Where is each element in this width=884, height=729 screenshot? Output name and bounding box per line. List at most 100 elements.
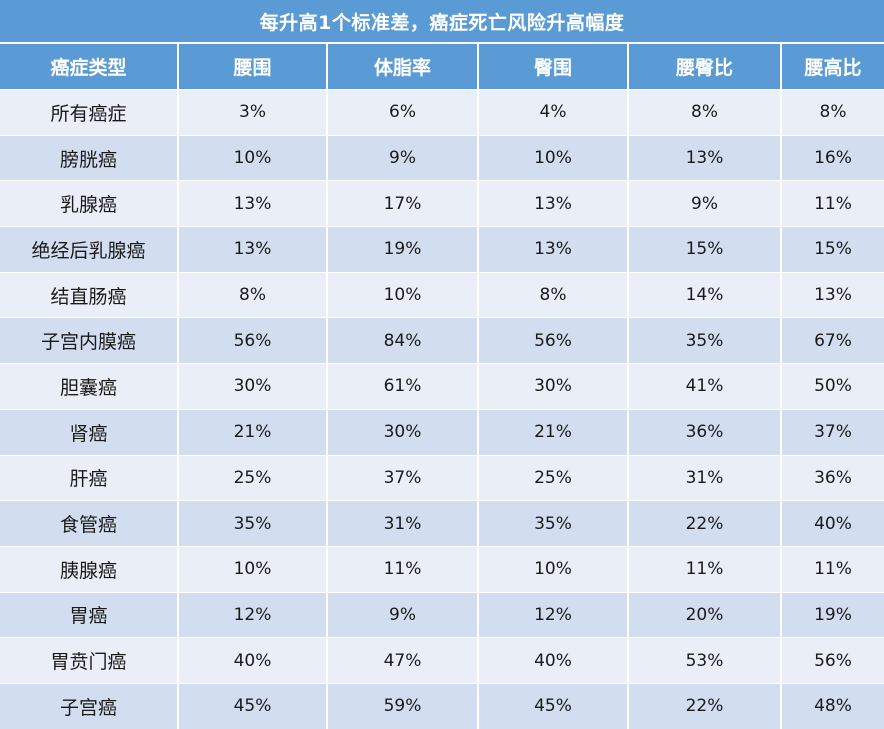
body-fat-cell: 31% [327,500,479,547]
waist-height-ratio-cell: 56% [781,637,884,684]
hip-cell: 21% [478,408,629,455]
waist-hip-ratio-cell: 20% [628,591,782,638]
waist-hip-ratio-cell: 14% [628,271,782,318]
body-fat-cell: 6% [327,89,479,136]
waist-cell: 8% [178,271,328,318]
waist-cell: 10% [178,545,328,593]
waist-height-ratio-cell: 19% [781,591,884,638]
cancer-type-cell: 子宫癌 [0,682,179,729]
waist-height-ratio-cell: 13% [781,271,884,318]
header-waist-height-ratio: 腰高比 [781,44,884,90]
header-row: 癌症类型 腰围 体脂率 臀围 腰臀比 腰高比 [0,44,884,90]
cancer-type-cell: 肝癌 [0,454,179,501]
waist-cell: 35% [178,500,328,547]
table-row: 子宫癌 45% 59% 45% 22% 48% [0,682,884,729]
hip-cell: 8% [478,271,629,318]
waist-cell: 13% [178,226,328,273]
body-fat-cell: 37% [327,454,479,501]
waist-height-ratio-cell: 8% [781,89,884,136]
table-row: 胃癌 12% 9% 12% 20% 19% [0,591,884,638]
waist-height-ratio-cell: 48% [781,682,884,729]
waist-cell: 10% [178,134,328,181]
waist-cell: 3% [178,89,328,136]
body-fat-cell: 59% [327,682,479,729]
cancer-type-cell: 胆囊癌 [0,363,179,410]
hip-cell: 10% [478,134,629,181]
waist-hip-ratio-cell: 15% [628,226,782,273]
body-fat-cell: 84% [327,317,479,364]
cancer-risk-table: 癌症类型 腰围 体脂率 臀围 腰臀比 腰高比 所有癌症 3% 6% 4% 8% 8% 膀胱癌… [0,44,884,729]
waist-hip-ratio-cell: 11% [628,545,782,593]
hip-cell: 10% [478,545,629,593]
waist-height-ratio-cell: 16% [781,134,884,181]
header-waist-hip-ratio: 腰臀比 [628,44,782,90]
cancer-type-cell: 乳腺癌 [0,180,179,227]
waist-cell: 12% [178,591,328,638]
cancer-type-cell: 胰腺癌 [0,545,179,593]
waist-height-ratio-cell: 37% [781,408,884,455]
body-fat-cell: 9% [327,134,479,181]
hip-cell: 4% [478,89,629,136]
table-row: 所有癌症 3% 6% 4% 8% 8% [0,89,884,136]
waist-hip-ratio-cell: 22% [628,500,782,547]
table-row: 胰腺癌 10% 11% 10% 11% 11% [0,545,884,593]
body-fat-cell: 10% [327,271,479,318]
table-row: 肾癌 21% 30% 21% 36% 37% [0,408,884,455]
waist-cell: 25% [178,454,328,501]
cancer-type-cell: 胃贲门癌 [0,637,179,684]
hip-cell: 45% [478,682,629,729]
table-body: 所有癌症 3% 6% 4% 8% 8% 膀胱癌 10% 9% 10% 13% 16% 乳腺癌 13% 17%… [0,89,884,729]
waist-cell: 40% [178,637,328,684]
header-waist: 腰围 [178,44,328,90]
waist-height-ratio-cell: 40% [781,500,884,547]
cancer-type-cell: 膀胱癌 [0,134,179,181]
hip-cell: 13% [478,180,629,227]
waist-height-ratio-cell: 50% [781,363,884,410]
header-hip: 臀围 [478,44,629,90]
waist-height-ratio-cell: 67% [781,317,884,364]
body-fat-cell: 30% [327,408,479,455]
hip-cell: 35% [478,500,629,547]
cancer-type-cell: 食管癌 [0,500,179,547]
waist-hip-ratio-cell: 35% [628,317,782,364]
hip-cell: 40% [478,637,629,684]
table-row: 肝癌 25% 37% 25% 31% 36% [0,454,884,501]
body-fat-cell: 9% [327,591,479,638]
header-cancer-type: 癌症类型 [0,44,179,90]
waist-cell: 30% [178,363,328,410]
table-row: 食管癌 35% 31% 35% 22% 40% [0,500,884,547]
body-fat-cell: 11% [327,545,479,593]
table-row: 乳腺癌 13% 17% 13% 9% 11% [0,180,884,227]
waist-height-ratio-cell: 11% [781,545,884,593]
cancer-type-cell: 胃癌 [0,591,179,638]
table-row: 绝经后乳腺癌 13% 19% 13% 15% 15% [0,226,884,273]
waist-hip-ratio-cell: 31% [628,454,782,501]
table-row: 胃贲门癌 40% 47% 40% 53% 56% [0,637,884,684]
waist-height-ratio-cell: 11% [781,180,884,227]
hip-cell: 56% [478,317,629,364]
waist-cell: 45% [178,682,328,729]
table-row: 子宫内膜癌 56% 84% 56% 35% 67% [0,317,884,364]
waist-height-ratio-cell: 15% [781,226,884,273]
waist-hip-ratio-cell: 41% [628,363,782,410]
hip-cell: 25% [478,454,629,501]
waist-hip-ratio-cell: 36% [628,408,782,455]
waist-hip-ratio-cell: 53% [628,637,782,684]
header-body-fat: 体脂率 [327,44,479,90]
hip-cell: 12% [478,591,629,638]
table-row: 结直肠癌 8% 10% 8% 14% 13% [0,271,884,318]
waist-height-ratio-cell: 36% [781,454,884,501]
waist-hip-ratio-cell: 13% [628,134,782,181]
hip-cell: 30% [478,363,629,410]
table-title: 每升高1个标准差，癌症死亡风险升高幅度 [0,0,884,44]
waist-cell: 56% [178,317,328,364]
cancer-type-cell: 绝经后乳腺癌 [0,226,179,273]
waist-hip-ratio-cell: 8% [628,89,782,136]
body-fat-cell: 61% [327,363,479,410]
waist-hip-ratio-cell: 22% [628,682,782,729]
waist-cell: 13% [178,180,328,227]
body-fat-cell: 17% [327,180,479,227]
waist-hip-ratio-cell: 9% [628,180,782,227]
cancer-type-cell: 结直肠癌 [0,271,179,318]
